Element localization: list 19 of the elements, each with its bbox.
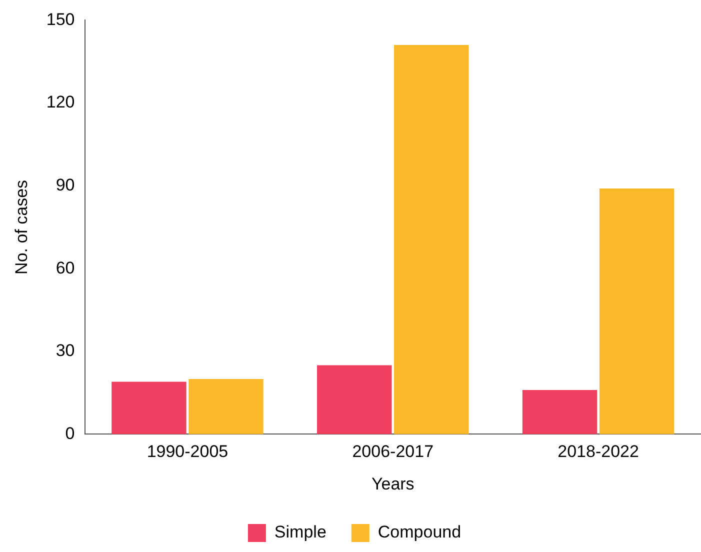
bar (112, 382, 186, 434)
y-tick-label: 150 (46, 10, 75, 29)
x-tick-label: 2006-2017 (352, 442, 434, 462)
bar (188, 379, 264, 434)
legend-label: Simple (274, 522, 326, 542)
bar (317, 365, 392, 434)
legend-label: Compound (378, 522, 462, 542)
y-tick-label: 0 (65, 424, 75, 443)
y-axis-title: No. of cases (12, 180, 31, 274)
y-tick-label: 60 (56, 258, 75, 278)
x-tick-label: 2018-2022 (558, 442, 639, 462)
y-tick-label: 90 (56, 175, 75, 194)
bar (599, 188, 674, 434)
y-tick-label: 120 (46, 92, 75, 112)
y-tick-label: 30 (56, 341, 75, 360)
bar (394, 45, 469, 434)
bar (522, 390, 598, 434)
x-axis-title: Years (371, 474, 414, 494)
x-tick-label: 1990-2005 (146, 442, 228, 462)
